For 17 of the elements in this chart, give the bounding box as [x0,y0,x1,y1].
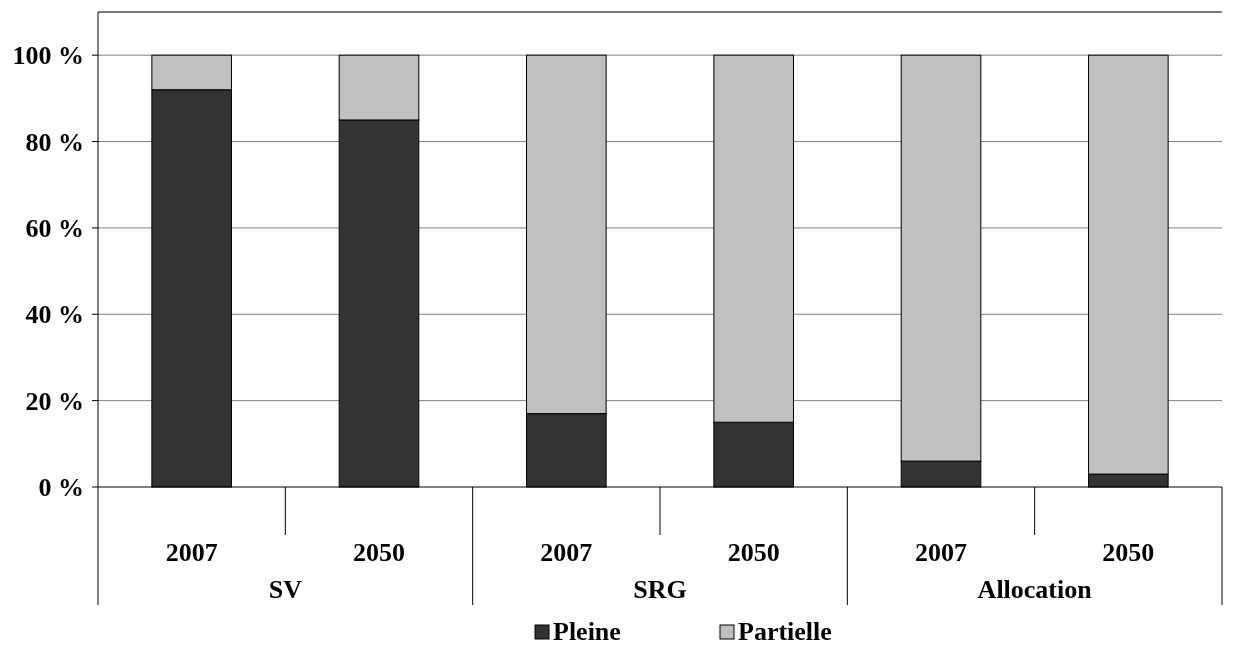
x-tick-label: 2007 [915,538,967,567]
x-tick-label: 2050 [353,538,405,567]
y-tick-label: 100 % [12,41,84,71]
y-tick-label: 60 % [25,214,84,244]
text: SRG [633,575,687,604]
y-tick-label: 40 % [25,300,84,330]
text: SV [268,575,303,604]
y-tick-label: 0 % [38,473,84,503]
x-tick-label: 2007 [165,538,218,567]
x-tick-label: 2050 [1102,538,1155,567]
x-tick-label: 2007 [540,538,593,567]
y-tick-label: 20 % [25,386,84,416]
y-tick-label: 80 % [25,127,84,157]
legend-label: Pleine [553,617,621,646]
legend-label: Partielle [738,617,832,646]
x-tick-label: 2050 [727,538,780,567]
text: Allocation [977,575,1093,604]
